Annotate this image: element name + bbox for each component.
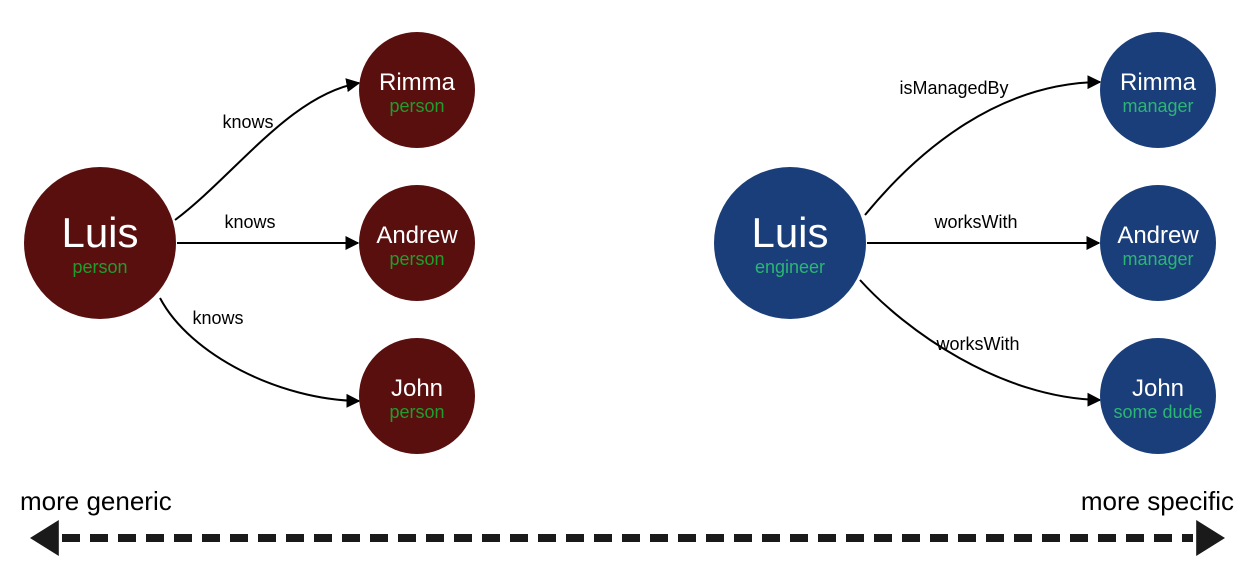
left_graph-node-role-0: person bbox=[389, 96, 444, 116]
left_graph-edges: knows knows knows bbox=[160, 83, 359, 401]
left_graph-edge-0 bbox=[175, 83, 359, 220]
right_graph-node-name-0: Rimma bbox=[1120, 69, 1197, 96]
left_graph-edge-label-1: knows bbox=[224, 212, 275, 232]
right_graph-hub-name: Luis bbox=[751, 209, 828, 256]
spectrum-axis bbox=[30, 520, 1225, 556]
right_graph-hub-role: engineer bbox=[755, 257, 825, 277]
right_graph-hub-node: Luisengineer bbox=[714, 167, 866, 319]
left_graph-node-2: Johnperson bbox=[359, 338, 475, 454]
left_graph-edge-2 bbox=[160, 298, 359, 401]
right_graph-edge-label-2: worksWith bbox=[935, 334, 1019, 354]
left_graph-hub-node: Luisperson bbox=[24, 167, 176, 319]
right_graph-node-2: Johnsome dude bbox=[1100, 338, 1216, 454]
left_graph-node-name-1: Andrew bbox=[376, 222, 458, 249]
right_graph-node-name-1: Andrew bbox=[1117, 222, 1199, 249]
left_graph-edge-label-0: knows bbox=[222, 112, 273, 132]
left_graph-node-1: Andrewperson bbox=[359, 185, 475, 301]
right_graph-edge-label-1: worksWith bbox=[933, 212, 1017, 232]
left_graph-edge-label-2: knows bbox=[192, 308, 243, 328]
right_graph-node-role-2: some dude bbox=[1113, 402, 1202, 422]
left_graph-node-0: Rimmaperson bbox=[359, 32, 475, 148]
left_graph-hub-name: Luis bbox=[61, 209, 138, 256]
right_graph-node-name-2: John bbox=[1132, 375, 1184, 402]
left_graph-node-name-0: Rimma bbox=[379, 69, 456, 96]
left_graph-node-name-2: John bbox=[391, 375, 443, 402]
axis-label-left: more generic bbox=[20, 486, 172, 516]
right_graph-edges: isManagedBy worksWith worksWith bbox=[860, 78, 1100, 400]
left_graph-node-role-2: person bbox=[389, 402, 444, 422]
right_graph-node-role-1: manager bbox=[1122, 249, 1193, 269]
left_graph-node-role-1: person bbox=[389, 249, 444, 269]
left_graph-hub-role: person bbox=[72, 257, 127, 277]
diagram-svg: knowsknowsknowsLuispersonRimmapersonAndr… bbox=[0, 0, 1254, 571]
axis-label-right: more specific bbox=[1081, 486, 1234, 516]
right_graph-node-role-0: manager bbox=[1122, 96, 1193, 116]
right_graph-edge-0 bbox=[865, 82, 1100, 215]
right_graph-node-1: Andrewmanager bbox=[1100, 185, 1216, 301]
axis-arrow-right bbox=[1196, 520, 1225, 556]
right_graph-edge-label-0: isManagedBy bbox=[899, 78, 1008, 98]
axis-arrow-left bbox=[30, 520, 59, 556]
right_graph-node-0: Rimmamanager bbox=[1100, 32, 1216, 148]
